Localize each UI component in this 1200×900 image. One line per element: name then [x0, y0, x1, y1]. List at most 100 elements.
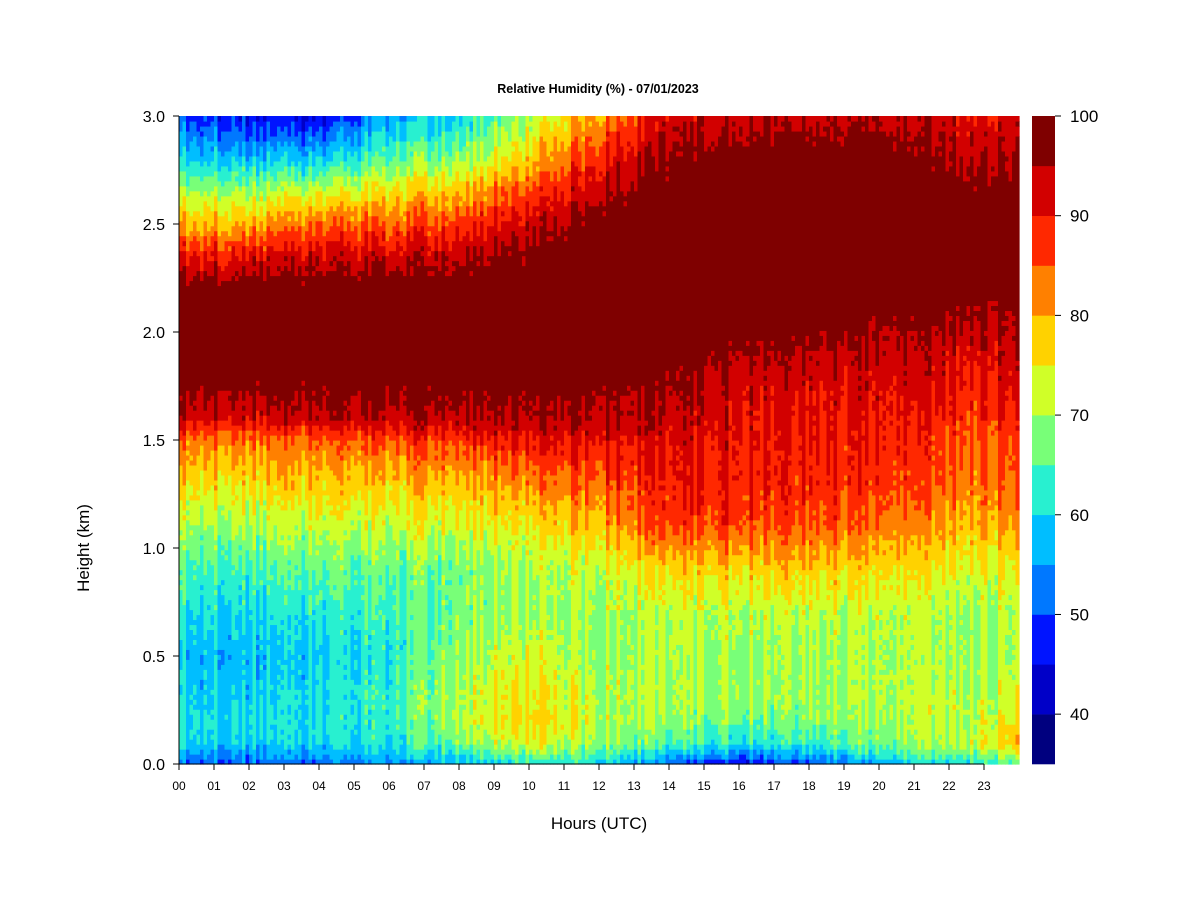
heatmap-cell — [284, 240, 289, 257]
heatmap-cell — [641, 749, 646, 760]
heatmap-cell — [186, 440, 191, 446]
heatmap-cell — [546, 684, 551, 700]
heatmap-cell — [301, 425, 306, 451]
heatmap-cell — [340, 609, 345, 616]
heatmap-cell — [270, 704, 275, 725]
heatmap-cell — [630, 644, 635, 650]
heatmap-cell — [494, 145, 499, 172]
heatmap-cell — [767, 469, 772, 481]
heatmap-cell — [193, 210, 198, 222]
heatmap-cell — [655, 649, 660, 655]
heatmap-cell — [354, 440, 359, 466]
heatmap-cell — [686, 594, 691, 655]
heatmap-column — [413, 116, 418, 765]
heatmap-cell — [746, 345, 751, 356]
heatmap-cell — [662, 509, 667, 541]
heatmap-cell — [546, 230, 551, 237]
heatmap-cell — [676, 150, 681, 157]
heatmap-cell — [466, 584, 471, 606]
heatmap-cell — [322, 519, 327, 531]
heatmap-cell — [602, 494, 607, 501]
heatmap-cell — [627, 116, 632, 142]
heatmap-cell — [480, 215, 485, 222]
heatmap-cell — [483, 430, 488, 446]
heatmap-cell — [728, 759, 733, 765]
heatmap-cell — [487, 734, 492, 750]
heatmap-cell — [179, 579, 184, 586]
heatmap-cell — [375, 694, 380, 755]
heatmap-cell — [588, 614, 593, 626]
heatmap-cell — [676, 395, 681, 406]
heatmap-cell — [728, 360, 733, 366]
heatmap-cell — [574, 200, 579, 431]
heatmap-cell — [448, 739, 453, 750]
heatmap-cell — [532, 609, 537, 621]
heatmap-cell — [252, 449, 257, 481]
heatmap-cell — [410, 664, 415, 670]
heatmap-cell — [249, 195, 254, 212]
heatmap-cell — [522, 390, 527, 396]
heatmap-cell — [221, 584, 226, 596]
heatmap-cell — [305, 425, 310, 436]
heatmap-cell — [511, 759, 516, 765]
heatmap-cell — [760, 116, 765, 137]
heatmap-cell — [550, 205, 555, 212]
heatmap-cell — [221, 579, 226, 586]
heatmap-cell — [406, 116, 411, 122]
heatmap-cell — [585, 200, 590, 421]
heatmap-cell — [238, 454, 243, 481]
heatmap-cell — [350, 440, 355, 456]
heatmap-cell — [403, 220, 408, 237]
heatmap-cell — [473, 165, 478, 182]
heatmap-cell — [525, 200, 530, 222]
heatmap-cell — [676, 116, 681, 127]
heatmap-cell — [508, 654, 513, 665]
heatmap-cell — [455, 415, 460, 421]
heatmap-cell — [417, 250, 422, 262]
heatmap-cell — [770, 116, 775, 147]
heatmap-cell — [231, 759, 236, 765]
heatmap-cell — [182, 549, 187, 606]
heatmap-cell — [207, 140, 212, 167]
heatmap-cell — [567, 415, 572, 436]
heatmap-cell — [595, 759, 600, 765]
heatmap-cell — [564, 694, 569, 700]
heatmap-cell — [263, 654, 268, 660]
heatmap-cell — [539, 215, 544, 222]
heatmap-cell — [557, 235, 562, 396]
heatmap-cell — [347, 120, 352, 137]
heatmap-cell — [732, 724, 737, 745]
heatmap-cell — [417, 230, 422, 252]
heatmap-cell — [263, 170, 268, 182]
heatmap-cell — [557, 644, 562, 655]
heatmap-cell — [497, 449, 502, 476]
heatmap-cell — [781, 744, 786, 750]
heatmap-cell — [707, 544, 712, 551]
heatmap-cell — [756, 474, 761, 521]
heatmap-column — [620, 116, 625, 765]
heatmap-cell — [361, 584, 366, 596]
heatmap-cell — [809, 350, 814, 356]
heatmap-cell — [553, 699, 558, 705]
heatmap-cell — [760, 714, 765, 745]
heatmap-cell — [396, 729, 401, 755]
heatmap-cell — [217, 430, 222, 446]
heatmap-column — [315, 116, 320, 765]
heatmap-cell — [301, 175, 306, 182]
heatmap-cell — [221, 649, 226, 665]
heatmap-cell — [725, 400, 730, 406]
heatmap-cell — [252, 430, 257, 451]
heatmap-cell — [389, 235, 394, 252]
heatmap-cell — [242, 634, 247, 650]
heatmap-cell — [280, 145, 285, 157]
heatmap-cell — [753, 609, 758, 626]
heatmap-cell — [469, 205, 474, 217]
heatmap-cell — [357, 175, 362, 192]
heatmap-cell — [392, 440, 397, 471]
heatmap-cell — [511, 165, 516, 187]
heatmap-cell — [770, 739, 775, 745]
heatmap-cell — [389, 664, 394, 680]
heatmap-cell — [196, 454, 201, 491]
heatmap-cell — [417, 454, 422, 461]
heatmap-cell — [784, 609, 789, 616]
